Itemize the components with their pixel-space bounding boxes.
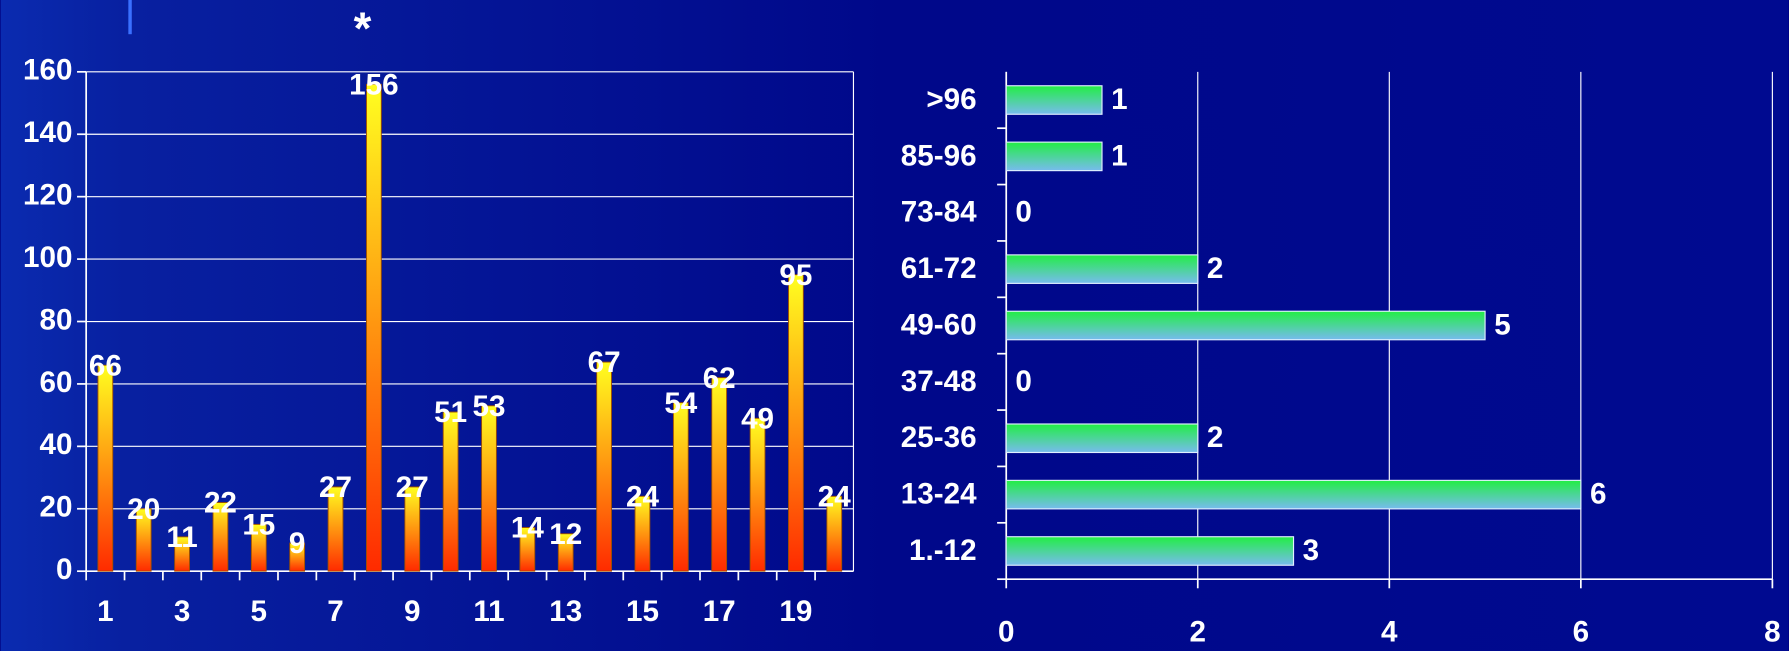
x-tick-label: 19 (779, 595, 812, 628)
bar (1005, 141, 1103, 172)
data-label: 1 (1111, 139, 1127, 172)
data-label: 54 (664, 387, 697, 420)
data-label: 62 (703, 362, 736, 395)
data-label: 3 (1303, 534, 1319, 567)
bar (711, 377, 728, 572)
bar (672, 402, 689, 572)
y-tick-label: 0 (56, 553, 72, 586)
bar (1005, 254, 1199, 284)
data-label: 9 (289, 527, 305, 560)
y-tick-label: 120 (23, 178, 72, 211)
y-tick-label: 100 (23, 241, 72, 274)
bar (174, 536, 190, 572)
bar (1005, 423, 1199, 454)
y-tick-label: 40 (40, 428, 73, 461)
data-label: 11 (166, 521, 197, 554)
bar (788, 274, 804, 572)
bar (327, 486, 344, 572)
y-tick-label: 25-36 (901, 421, 977, 454)
bar (1005, 536, 1295, 566)
x-tick-label: 13 (549, 595, 582, 628)
y-tick-label: 73-84 (901, 196, 977, 229)
y-tick-label: 1.-12 (909, 534, 977, 567)
bar (1005, 479, 1582, 510)
y-tick-label: 140 (23, 116, 72, 149)
data-label: 20 (127, 493, 160, 526)
x-tick-label: 2 (1190, 616, 1206, 649)
data-label: 14 (511, 512, 544, 545)
bar (212, 502, 229, 572)
y-tick-label: 85-96 (901, 139, 977, 172)
x-tick-label: 8 (1764, 616, 1780, 649)
data-label: 24 (626, 480, 659, 513)
data-label: 27 (396, 471, 429, 504)
data-label: 12 (549, 518, 582, 551)
bar (826, 495, 843, 572)
data-label: 24 (818, 480, 851, 513)
bar (404, 486, 421, 572)
x-tick-label: 11 (473, 595, 504, 628)
data-label: 0 (1015, 196, 1031, 229)
x-tick-label: 6 (1573, 616, 1589, 649)
bar (250, 523, 267, 572)
x-tick-label: 0 (998, 616, 1014, 649)
bar (519, 527, 536, 572)
x-tick-label: 15 (626, 595, 659, 628)
data-label: 6 (1590, 478, 1606, 511)
bar (97, 364, 114, 572)
bar (442, 411, 459, 572)
data-label: 1 (1111, 83, 1127, 116)
data-label: 49 (741, 402, 774, 435)
y-tick-label: 13-24 (901, 478, 977, 511)
x-tick-label: 1 (97, 595, 113, 628)
bar (135, 508, 152, 572)
x-tick-label: 4 (1381, 616, 1398, 649)
y-tick-label: 60 (40, 366, 73, 399)
bar (557, 533, 574, 572)
data-label: 2 (1207, 421, 1223, 454)
bar (749, 417, 766, 572)
y-tick-label: 20 (40, 491, 73, 524)
bar (634, 495, 651, 572)
data-label: 15 (242, 508, 275, 541)
bar (481, 405, 497, 572)
y-tick-label: 37-48 (901, 365, 977, 398)
annotation: * (354, 3, 372, 54)
bar (596, 361, 612, 572)
data-label: 156 (349, 68, 398, 101)
data-label: 2 (1207, 252, 1223, 285)
data-label: 67 (588, 346, 621, 379)
data-label: 0 (1015, 365, 1031, 398)
bar (1005, 85, 1103, 115)
data-label: 95 (779, 259, 812, 292)
data-label: 51 (434, 396, 467, 429)
y-tick-label: 49-60 (901, 308, 977, 341)
bar (366, 83, 382, 572)
data-label: 27 (319, 471, 352, 504)
data-label: 5 (1494, 308, 1510, 341)
x-tick-label: 5 (251, 595, 267, 628)
data-label: 53 (473, 390, 506, 423)
x-tick-label: 3 (174, 595, 190, 628)
y-tick-label: 61-72 (901, 252, 977, 285)
y-tick-label: 80 (40, 303, 73, 336)
y-tick-label: 160 (23, 54, 72, 87)
data-label: 22 (204, 487, 237, 520)
bar (1005, 310, 1486, 341)
accent-line (128, 0, 132, 35)
bar (289, 542, 306, 572)
x-tick-label: 7 (327, 595, 343, 628)
x-tick-label: 17 (703, 595, 736, 628)
data-label: 66 (89, 349, 122, 382)
x-tick-label: 9 (404, 595, 420, 628)
y-tick-label: >96 (926, 83, 976, 116)
